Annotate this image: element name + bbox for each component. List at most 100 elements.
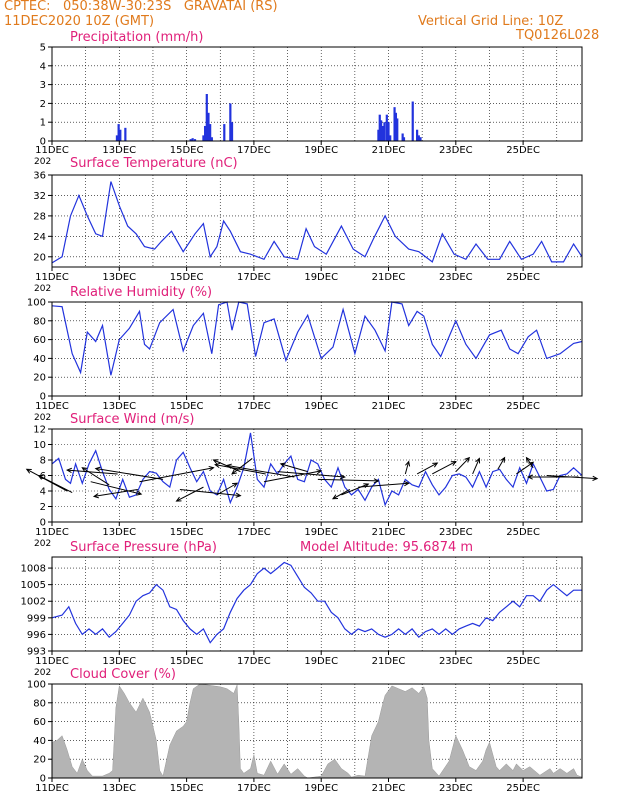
x-tick-label: 15DEC: [170, 656, 204, 667]
precip-bar: [202, 135, 205, 141]
wind-arrow: [404, 461, 410, 475]
wind-arrow-head: [592, 475, 599, 481]
wind-arrow-head: [65, 467, 72, 474]
precip-bar: [193, 139, 197, 141]
x-tick-label: 19DEC: [304, 783, 338, 794]
y-tick-label: 993: [27, 647, 46, 658]
x-tick-label: 11DEC: [35, 401, 69, 412]
wind-arrow: [526, 457, 534, 469]
wind-arrow-head: [403, 480, 410, 487]
precip-bar: [205, 94, 208, 141]
precip-bar: [419, 137, 422, 141]
precip-bar: [230, 122, 234, 141]
x-tick-label: 15DEC: [170, 783, 204, 794]
header-date: 11DEC2020 10Z (GMT): [4, 14, 155, 29]
wind-arrow-head: [136, 490, 143, 496]
wind-arrow: [280, 463, 308, 473]
x-tick-label: 15DEC: [170, 527, 204, 538]
wind-arrow-head: [373, 478, 380, 484]
precip-bar: [381, 125, 384, 141]
precip-bar: [383, 122, 386, 141]
x-tick-label: 11DEC: [35, 656, 69, 667]
wind-arrow: [67, 469, 118, 475]
x-tick-label: 21DEC: [372, 145, 406, 156]
header-source-line: CPTEC: 050:38W-30:23S GRAVATAI (RS): [4, 0, 278, 14]
y-tick-label: 5: [40, 43, 46, 54]
y-tick-label: 10: [33, 440, 46, 451]
precip-bar: [229, 103, 232, 141]
y-tick-label: 2: [40, 502, 46, 513]
precip-bar: [117, 124, 120, 141]
wind-arrow-head: [331, 494, 339, 500]
wind-arrow-head: [500, 456, 506, 463]
y-tick-label: 3: [40, 80, 46, 91]
year-stub: 202: [34, 539, 51, 549]
x-tick-label: 15DEC: [170, 145, 204, 156]
x-tick-label: 17DEC: [237, 783, 271, 794]
x-tick-label: 11DEC: [35, 527, 69, 538]
x-tick-label: 13DEC: [102, 783, 136, 794]
precip-bar: [223, 124, 226, 141]
x-tick-label: 25DEC: [506, 783, 540, 794]
wind-arrow-head: [37, 474, 44, 480]
y-tick-label: 1002: [21, 597, 46, 608]
wind-arrow-head: [81, 467, 88, 473]
precip-bar: [204, 125, 207, 141]
y-tick-label: 20: [33, 373, 46, 384]
precip-bar: [115, 135, 119, 141]
wind-arrow: [497, 457, 506, 470]
y-tick-label: 1: [40, 118, 46, 129]
x-tick-label: 17DEC: [237, 656, 271, 667]
x-tick-label: 25DEC: [506, 401, 540, 412]
year-stub: 202: [34, 668, 51, 678]
wind-arrow-head: [214, 462, 221, 469]
x-tick-label: 13DEC: [102, 527, 136, 538]
x-tick-label: 21DEC: [372, 783, 406, 794]
wind-arrow: [432, 461, 457, 475]
y-tick-label: 28: [33, 211, 46, 222]
y-tick-label: 0: [40, 392, 46, 403]
y-tick-label: 2: [40, 99, 46, 110]
y-tick-label: 0: [40, 137, 46, 148]
y-tick-label: 6: [40, 471, 46, 482]
x-tick-label: 21DEC: [372, 401, 406, 412]
panel-title: Surface Temperature (nC): [70, 156, 238, 171]
precip-bar: [377, 129, 380, 141]
series-line: [51, 301, 583, 376]
panel-frame: [51, 46, 583, 142]
wind-arrow-head: [92, 493, 99, 499]
year-stub: 202: [34, 284, 51, 294]
x-tick-label: 13DEC: [102, 401, 136, 412]
header-station: GRAVATAI (RS): [183, 0, 278, 14]
x-tick-label: 19DEC: [304, 656, 338, 667]
header-vertical-grid: Vertical Grid Line: 10Z: [418, 14, 564, 29]
x-tick-label: 19DEC: [304, 527, 338, 538]
wind-arrow: [358, 482, 409, 488]
series-line: [51, 561, 582, 644]
wind-arrow-head: [316, 469, 323, 475]
y-tick-label: 40: [33, 736, 46, 747]
y-tick-label: 996: [27, 630, 46, 641]
precip-bar: [411, 101, 414, 141]
y-tick-label: 0: [40, 774, 46, 785]
wind-arrow: [332, 489, 351, 500]
y-tick-label: 12: [33, 425, 46, 436]
y-tick-label: 60: [33, 717, 46, 728]
wind-arrow: [231, 458, 253, 475]
wind-arrow-head: [527, 474, 533, 480]
x-tick-label: 11DEC: [35, 272, 69, 283]
panel-title: Surface Pressure (hPa): [70, 540, 217, 555]
wind-arrow-head: [208, 465, 215, 472]
panel-title: Relative Humidity (%): [70, 285, 212, 300]
precip-bar: [210, 137, 213, 141]
x-tick-label: 13DEC: [102, 272, 136, 283]
y-tick-label: 60: [33, 335, 46, 346]
y-tick-label: 4: [40, 487, 46, 498]
y-tick-label: 1005: [21, 580, 46, 591]
x-tick-label: 17DEC: [237, 401, 271, 412]
precip-bar: [389, 135, 392, 141]
wind-arrow-head: [464, 456, 471, 463]
x-tick-label: 19DEC: [304, 401, 338, 412]
wind-arrow: [416, 462, 438, 475]
